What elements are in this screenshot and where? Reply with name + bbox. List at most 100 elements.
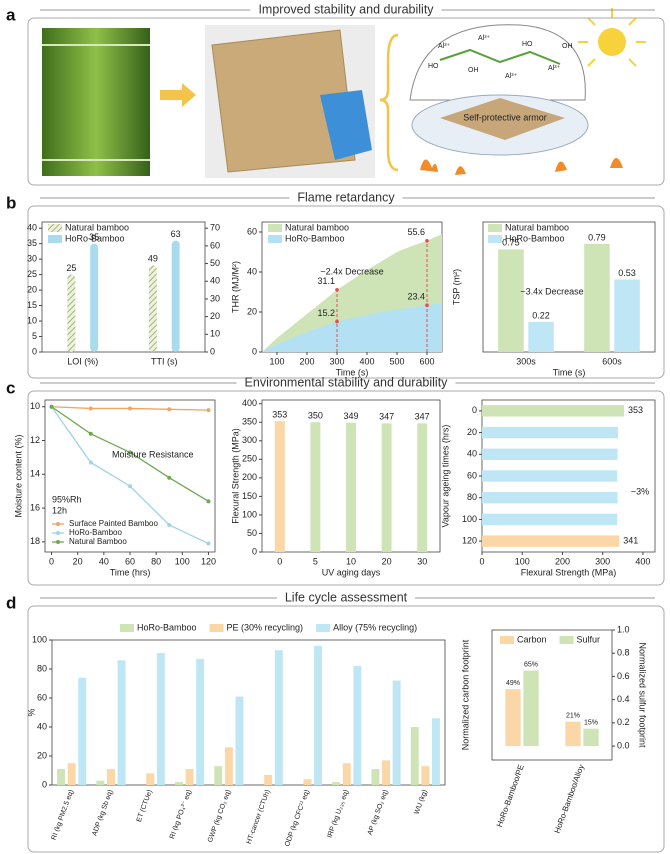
y-tick-label: 20: [27, 284, 37, 294]
legend-label: HoRo-Bamboo: [285, 233, 345, 243]
x-tick-label: 200: [299, 356, 314, 366]
y-axis-title: %: [26, 708, 36, 716]
bar: [528, 321, 554, 352]
legend-swatch: [488, 224, 502, 232]
bar: [90, 243, 99, 352]
bar: [583, 728, 599, 747]
molecule-label: Al³⁺: [548, 65, 561, 72]
annotation: 95%Rh: [52, 494, 82, 504]
y-tick-label: 100: [462, 514, 477, 524]
x-tick-label: 0: [49, 556, 54, 566]
legend-label: Natural bamboo: [65, 222, 129, 232]
bar: [148, 265, 157, 352]
point: [167, 407, 172, 412]
marker: [335, 319, 339, 324]
data-label: 65%: [524, 661, 538, 668]
bar: [264, 774, 273, 785]
y2-tick-label: 0.4: [617, 694, 630, 704]
x-tick-label: 600s: [602, 356, 622, 366]
bar: [274, 650, 283, 785]
annotation: Moisture Resistance: [112, 449, 194, 459]
data-label: 15.2: [317, 308, 335, 318]
x-axis-title: Time (hrs): [110, 567, 151, 577]
bar: [310, 422, 321, 552]
annotation: ~2.4x Decrease: [320, 266, 383, 276]
bar: [584, 243, 610, 352]
legend-swatch: [48, 224, 62, 232]
y-tick-label: 100: [32, 634, 47, 644]
y-tick-label: 30: [27, 254, 37, 264]
plot-frame: [482, 221, 656, 353]
molecule-label: OH: [468, 67, 479, 74]
legend-swatch: [500, 636, 514, 644]
data-label: 0.75: [502, 238, 520, 248]
y2-tick-label: 50: [210, 258, 220, 268]
point: [128, 450, 132, 455]
x-tick-label: 600: [419, 356, 434, 366]
data-label: 347: [379, 412, 394, 422]
y-axis-title: Flexural Strength (MPa): [230, 428, 240, 524]
bar: [224, 747, 233, 785]
bar: [342, 763, 351, 785]
y-tick-label: 400: [242, 398, 257, 408]
y-tick-label: 0: [472, 405, 477, 415]
annotation: ~3%: [631, 486, 649, 496]
bar: [410, 727, 419, 785]
point: [206, 499, 211, 504]
panel-title: Life cycle assessment: [285, 590, 408, 604]
x-axis-title: Time (s): [336, 367, 369, 377]
y-axis-title: TSP (m²): [451, 269, 461, 305]
x-tick-label: 20: [382, 556, 392, 566]
bar: [482, 535, 620, 547]
legend-label: Natural bamboo: [505, 222, 569, 232]
bar: [78, 677, 87, 785]
x-tick-label: AP (kg SO₂ eq): [367, 789, 390, 836]
data-label: 55.6: [407, 227, 425, 237]
y-tick-label: 12: [30, 435, 40, 445]
x-tick-label: 400: [635, 556, 650, 566]
data-label: 0.53: [618, 268, 636, 278]
y-tick-label: 40: [247, 266, 257, 276]
y-tick-label: 200: [242, 472, 257, 482]
data-label: 350: [308, 411, 323, 421]
y-tick-label: 20: [467, 427, 477, 437]
point: [128, 484, 132, 489]
point: [206, 541, 211, 546]
annotation: 12h: [52, 505, 67, 515]
legend-swatch: [56, 531, 60, 535]
x-tick-label: 200: [555, 556, 570, 566]
legend-label: Natural Bamboo: [69, 537, 127, 546]
legend-label: Surface Painted Bamboo: [69, 519, 158, 528]
data-label: 0.22: [532, 310, 550, 320]
x-tick-label: IRP (kg U₂₃₅ eq): [326, 789, 350, 839]
molecule-label: HO: [428, 63, 439, 70]
x-tick-label: HoRo-Bamboo/Alloy: [553, 763, 586, 834]
molecule-label: Al³⁺: [505, 73, 518, 80]
legend-swatch: [48, 235, 62, 243]
x-tick-label: GWP (kg CO₂ eq): [207, 789, 233, 844]
y2-tick-label: 0.6: [617, 671, 630, 681]
molecule-label: Al³⁺: [478, 35, 491, 42]
molecule-label: Al³⁺: [438, 43, 451, 50]
x-axis-title: Time (s): [553, 367, 586, 377]
bar: [314, 645, 323, 785]
data-label: 349: [343, 411, 358, 421]
bar: [57, 769, 66, 785]
legend-label: Natural bamboo: [285, 222, 349, 232]
data-label: 49%: [506, 680, 520, 687]
bar: [106, 769, 115, 785]
data-label: 31.1: [317, 276, 335, 286]
legend-swatch: [120, 624, 134, 632]
panel-title: Environmental stability and durability: [245, 375, 449, 389]
legend-swatch: [559, 636, 574, 644]
bar: [482, 513, 618, 526]
marker: [425, 239, 429, 243]
x-tick-label: 30: [417, 556, 427, 566]
y2-tick-label: 10: [210, 329, 220, 339]
x-tick-label: TTI (s): [151, 356, 178, 366]
data-label: 23.4: [407, 292, 425, 302]
data-label: 15%: [584, 720, 598, 727]
x-tick-label: 0: [277, 556, 282, 566]
panel-title: Improved stability and durability: [258, 2, 434, 16]
